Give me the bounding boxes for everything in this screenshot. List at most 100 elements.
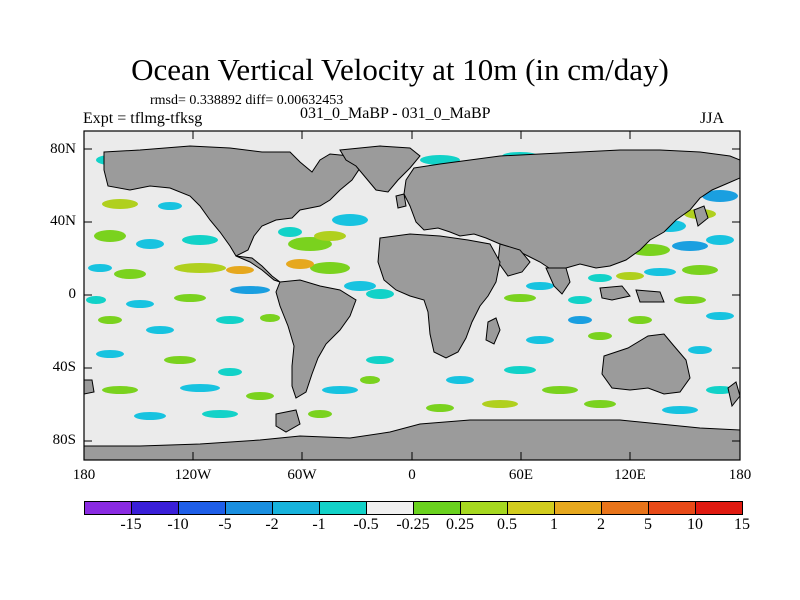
- velocity-contour-region: [230, 286, 270, 294]
- land-greenland: [339, 145, 421, 193]
- season-label: JJA: [700, 110, 725, 127]
- velocity-contour-region: [674, 296, 706, 304]
- velocity-contour-region: [644, 268, 676, 276]
- velocity-contour-region: [706, 312, 734, 320]
- velocity-contour-region: [702, 190, 738, 202]
- velocity-contour-region: [202, 410, 238, 418]
- land-australia: [601, 333, 691, 395]
- velocity-contour-region: [588, 274, 612, 282]
- velocity-contour-region: [246, 392, 274, 400]
- velocity-contour-region: [706, 235, 734, 245]
- x-tick-120e: 120E: [614, 467, 646, 483]
- velocity-contour-region: [98, 316, 122, 324]
- velocity-contour-region: [158, 202, 182, 210]
- velocity-contour-region: [96, 350, 124, 358]
- land-india: [545, 267, 571, 295]
- colorbar-label: 5: [644, 516, 652, 533]
- colorbar-swatch: [84, 501, 132, 515]
- velocity-contour-region: [136, 239, 164, 249]
- land-british-isles: [395, 193, 407, 209]
- velocity-contour-region: [182, 235, 218, 245]
- colorbar-label: -1: [312, 516, 326, 533]
- y-tick-0: 0: [68, 286, 77, 302]
- velocity-contour-region: [628, 316, 652, 324]
- velocity-contour-region: [366, 289, 394, 299]
- land-west-edge: [84, 379, 95, 395]
- velocity-contour-region: [308, 410, 332, 418]
- velocity-contour-region: [526, 282, 554, 290]
- velocity-contour-region: [260, 314, 280, 322]
- velocity-contour-region: [310, 262, 350, 274]
- colorbar-swatch: [601, 501, 649, 515]
- velocity-contour-region: [226, 266, 254, 274]
- x-tick-180w: 180: [72, 467, 96, 483]
- velocity-contour-region: [366, 356, 394, 364]
- land-north-america: [103, 145, 361, 257]
- velocity-contour-region: [126, 300, 154, 308]
- experiment-label: Expt = tflmg-tfksg: [83, 110, 203, 127]
- velocity-contour-region: [314, 231, 346, 241]
- velocity-contour-region: [706, 386, 734, 394]
- velocity-contour-region: [504, 294, 536, 302]
- velocity-contour-region: [588, 332, 612, 340]
- colorbar-swatch: [648, 501, 696, 515]
- y-tick-40s: 40S: [52, 359, 76, 375]
- colorbar-label: -10: [167, 516, 189, 533]
- land-antarctic-peninsula: [275, 409, 301, 433]
- velocity-contour-region: [584, 400, 616, 408]
- velocity-contour-region: [288, 237, 332, 251]
- velocity-contour-region: [278, 227, 302, 237]
- velocity-contour-region: [218, 368, 242, 376]
- velocity-contour-region: [504, 366, 536, 374]
- axis-ticks: [83, 131, 741, 460]
- colorbar-swatch: [225, 501, 273, 515]
- center-label: 031_0_MaBP - 031_0_MaBP: [300, 105, 491, 122]
- colorbar-label: -15: [120, 516, 142, 533]
- velocity-contour-region: [174, 294, 206, 302]
- colorbar-label: -2: [265, 516, 279, 533]
- colorbar-swatch: [366, 501, 414, 515]
- velocity-contour-region: [426, 404, 454, 412]
- colorbar-label: -0.25: [396, 516, 430, 533]
- x-tick-0: 0: [408, 467, 416, 483]
- velocity-contour-region: [86, 296, 106, 304]
- velocity-contour-region: [688, 346, 712, 354]
- colorbar-label: 0.5: [497, 516, 517, 533]
- velocity-contour-region: [542, 386, 578, 394]
- colorbar-swatch: [131, 501, 179, 515]
- velocity-contour-region: [344, 281, 376, 291]
- velocity-contour-region: [332, 214, 368, 226]
- stats-label: rmsd= 0.338892 diff= 0.00632453: [150, 93, 344, 108]
- land-new-zealand: [727, 381, 740, 408]
- velocity-contour-region: [146, 326, 174, 334]
- x-tick-60w: 60W: [287, 467, 317, 483]
- y-tick-40n: 40N: [50, 213, 76, 229]
- land-south-america: [275, 279, 357, 399]
- velocity-contour-region: [114, 269, 146, 279]
- velocity-contour-region: [286, 259, 314, 269]
- land-japan: [693, 205, 709, 227]
- colorbar-swatch: [178, 501, 226, 515]
- velocity-contour-region: [568, 316, 592, 324]
- x-tick-180e: 180: [728, 467, 752, 483]
- velocity-contour-region: [672, 241, 708, 251]
- colorbar-label: 15: [734, 516, 750, 533]
- velocity-contour-region: [446, 376, 474, 384]
- velocity-contour-region: [322, 386, 358, 394]
- y-tick-80n: 80N: [50, 141, 76, 157]
- colorbar-swatch: [413, 501, 461, 515]
- velocity-contour-region: [102, 386, 138, 394]
- colorbar-swatch: [695, 501, 743, 515]
- land-indonesia: [599, 285, 665, 303]
- velocity-contour-region: [174, 263, 226, 273]
- colorbar-swatch: [460, 501, 508, 515]
- velocity-contour-region: [94, 230, 126, 242]
- velocity-contour-region: [88, 264, 112, 272]
- y-tick-80s: 80S: [52, 432, 76, 448]
- colorbar-swatch: [554, 501, 602, 515]
- land-africa: [377, 233, 501, 359]
- colorbar-swatch: [507, 501, 555, 515]
- velocity-contour-region: [526, 336, 554, 344]
- velocity-contour-region: [616, 272, 644, 280]
